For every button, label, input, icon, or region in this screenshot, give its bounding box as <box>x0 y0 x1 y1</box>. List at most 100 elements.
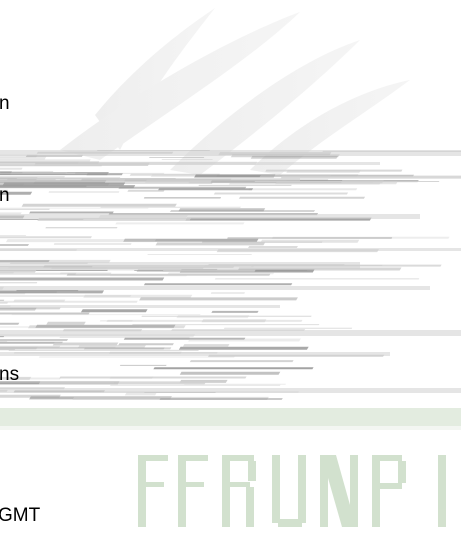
glitch-stripe <box>0 207 149 209</box>
glitch-stripe <box>169 210 316 212</box>
glitch-stripe <box>0 183 110 186</box>
glitch-stripe <box>0 300 138 303</box>
glitch-stripe <box>223 327 353 329</box>
text-fragment: GMT <box>0 505 41 526</box>
glitch-stripe <box>83 294 193 298</box>
glitch-stripe <box>46 321 86 325</box>
glitch-stripe <box>21 203 177 207</box>
glitch-stripe <box>0 346 116 348</box>
glitch-stripe <box>0 277 165 281</box>
glitch-band <box>0 178 300 182</box>
glitch-stripe <box>38 381 207 385</box>
glitch-stripe <box>127 189 165 192</box>
glitch-stripe <box>0 339 69 341</box>
glitch-stripe <box>155 242 266 246</box>
glitch-stripe <box>198 184 292 186</box>
glitch-stripe <box>109 376 154 379</box>
glitch-stripe <box>227 237 393 239</box>
glitch-stripe <box>29 211 114 214</box>
glitch-stripe <box>274 181 398 185</box>
glitch-band <box>0 330 461 336</box>
glitch-stripe <box>132 324 320 326</box>
glitch-stripe <box>0 282 38 284</box>
glitch-stripe <box>188 338 301 342</box>
glitch-band <box>0 150 461 156</box>
glitch-stripe <box>0 312 90 315</box>
glitch-stripe <box>35 324 176 328</box>
glitch-stripe <box>53 243 132 245</box>
glitch-stripe <box>109 274 188 277</box>
glitch-stripe <box>248 246 298 248</box>
glitch-stripe <box>80 309 148 313</box>
glitch-stripe <box>8 349 199 351</box>
glitch-stripe <box>179 371 281 375</box>
swoosh-stroke-2 <box>60 12 300 160</box>
glitch-stripe <box>2 182 126 186</box>
glitch-stripe <box>119 364 167 366</box>
glitch-stripe <box>0 307 37 311</box>
glitch-stripe <box>211 310 259 313</box>
glitch-stripe <box>0 171 54 173</box>
glitch-stripe <box>265 169 403 172</box>
glitch-stripe <box>59 376 247 379</box>
glitch-stripe <box>59 336 190 338</box>
glitch-stripe <box>0 176 65 178</box>
glitch-stripe <box>118 186 247 189</box>
glitch-stripe <box>0 341 63 344</box>
glitch-stripe <box>143 197 222 199</box>
glitch-stripe <box>189 360 294 363</box>
glitch-stripe <box>0 295 132 297</box>
glitch-stripe <box>139 297 298 301</box>
glitch-stripe <box>210 292 245 294</box>
swoosh-stroke-3 <box>170 40 360 175</box>
glitch-stripe <box>167 272 275 275</box>
glitch-stripe <box>184 383 287 385</box>
glitch-band <box>0 388 461 393</box>
glitch-stripe <box>11 314 201 316</box>
glitch-stripe <box>66 273 271 276</box>
glitch-band <box>0 248 461 251</box>
glitch-band <box>0 352 390 356</box>
glitch-stripe <box>48 191 120 193</box>
glitch-stripe <box>182 344 230 348</box>
glitch-stripe <box>248 188 358 191</box>
glitch-stripe <box>38 356 235 358</box>
glitch-stripe <box>286 169 362 173</box>
glitch-stripe <box>0 291 58 293</box>
glitch-band <box>0 305 280 308</box>
glitch-band <box>0 262 360 269</box>
text-fragment: n <box>0 93 10 114</box>
glitch-stripe <box>250 155 339 159</box>
glitch-stripe <box>214 278 420 280</box>
logo-watermark <box>138 455 446 527</box>
glitch-stripe <box>178 346 309 350</box>
glitch-stripe <box>0 208 50 210</box>
glitch-stripe <box>260 239 360 243</box>
glitch-stripe <box>0 236 92 239</box>
glitch-band <box>0 214 420 219</box>
glitch-stripe <box>141 315 312 317</box>
text-fragment: n <box>0 185 10 206</box>
glitch-stripe <box>178 208 266 212</box>
glitch-stripe <box>159 398 283 400</box>
glitch-stripe <box>147 254 252 255</box>
glitch-stripe <box>45 227 118 229</box>
glitch-stripe <box>5 239 157 243</box>
glitch-stripe <box>238 196 366 199</box>
glitch-stripe <box>201 319 267 323</box>
glitch-stripe <box>106 319 303 322</box>
glitch-stripe <box>86 173 123 176</box>
glitch-stripe <box>123 238 259 242</box>
glitch-stripe <box>0 159 91 162</box>
glitch-stripe <box>153 367 314 370</box>
glitch-stripe <box>52 342 119 346</box>
glitch-stripe <box>100 206 241 208</box>
glitch-stripe <box>0 156 47 160</box>
glitch-stripe <box>0 185 87 187</box>
glitch-stripe <box>0 244 30 246</box>
glitch-stripe <box>0 167 23 170</box>
glitch-stripe <box>110 384 281 386</box>
